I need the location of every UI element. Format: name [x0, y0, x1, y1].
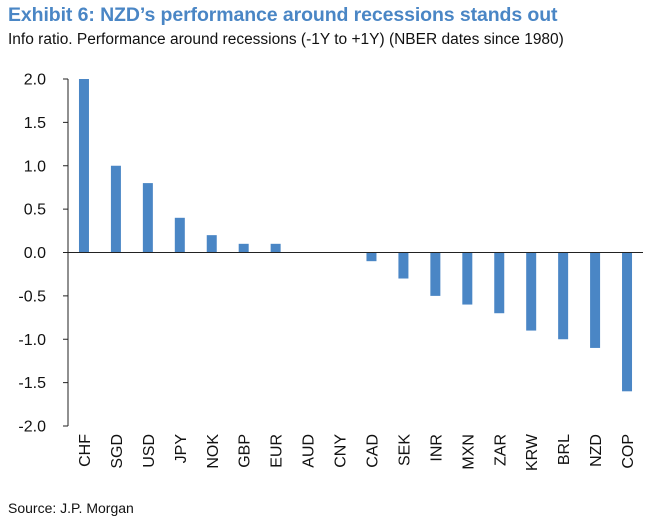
- y-tick-label: -1.0: [18, 332, 46, 349]
- bar-sgd: [110, 165, 121, 253]
- bar-chf: [78, 79, 89, 253]
- x-tick-label-krw: KRW: [524, 433, 541, 471]
- x-tick-label-gbp: GBP: [237, 434, 254, 468]
- x-tick-label-nok: NOK: [205, 434, 222, 469]
- x-tick-label-inr: INR: [428, 434, 445, 462]
- y-tick-label: 0.0: [24, 245, 46, 262]
- y-tick-label: -0.5: [18, 288, 46, 305]
- bar-series: [78, 79, 633, 392]
- bar-brl: [558, 252, 569, 340]
- bar-nok: [206, 235, 217, 253]
- bar-mxn: [462, 252, 473, 305]
- y-axis: 2.0 1.5 1.0 0.5 0.0 -0.5 -1.0 -1.5 -2.0: [18, 72, 69, 436]
- bar-krw: [526, 252, 537, 331]
- x-tick-label-usd: USD: [141, 434, 158, 468]
- y-tick-label: 1.0: [24, 158, 46, 175]
- bar-nzd: [590, 252, 601, 348]
- x-tick-label-eur: EUR: [269, 434, 286, 468]
- x-tick-label-mxn: MXN: [460, 434, 477, 470]
- y-tick-label: 1.5: [24, 115, 46, 132]
- chart-title: Exhibit 6: NZD’s performance around rece…: [8, 4, 558, 26]
- bar-cad: [366, 252, 377, 262]
- bar-eur: [270, 243, 281, 253]
- bar-usd: [142, 183, 153, 253]
- chart-subtitle: Info ratio. Performance around recession…: [8, 31, 564, 48]
- x-axis: CHF SGD USD JPY NOK GBP EUR AUD CNY CAD SEK INR MXN Z…: [68, 252, 643, 471]
- x-tick-label-jpy: JPY: [173, 434, 190, 464]
- bar-inr: [430, 252, 441, 296]
- bar-sek: [398, 252, 409, 279]
- y-tick-label: 2.0: [24, 72, 46, 89]
- x-tick-label-sek: SEK: [396, 434, 413, 466]
- x-tick-label-chf: CHF: [77, 434, 94, 467]
- x-tick-label-cad: CAD: [364, 434, 381, 468]
- y-tick-label: -2.0: [18, 419, 46, 436]
- x-tick-label-cop: COP: [620, 434, 637, 469]
- x-tick-label-cny: CNY: [333, 434, 350, 468]
- x-tick-label-aud: AUD: [301, 434, 318, 468]
- x-tick-label-nzd: NZD: [588, 434, 605, 467]
- x-tick-label-sgd: SGD: [109, 434, 126, 469]
- bar-zar: [494, 252, 505, 314]
- bar-cop: [622, 252, 633, 392]
- x-tick-label-brl: BRL: [556, 434, 573, 465]
- y-tick-label: -1.5: [18, 375, 46, 392]
- source-note: Source: J.P. Morgan: [8, 500, 134, 516]
- y-tick-label: 0.5: [24, 202, 46, 219]
- x-tick-label-zar: ZAR: [492, 434, 509, 466]
- bar-gbp: [238, 243, 249, 253]
- bar-jpy: [174, 217, 185, 253]
